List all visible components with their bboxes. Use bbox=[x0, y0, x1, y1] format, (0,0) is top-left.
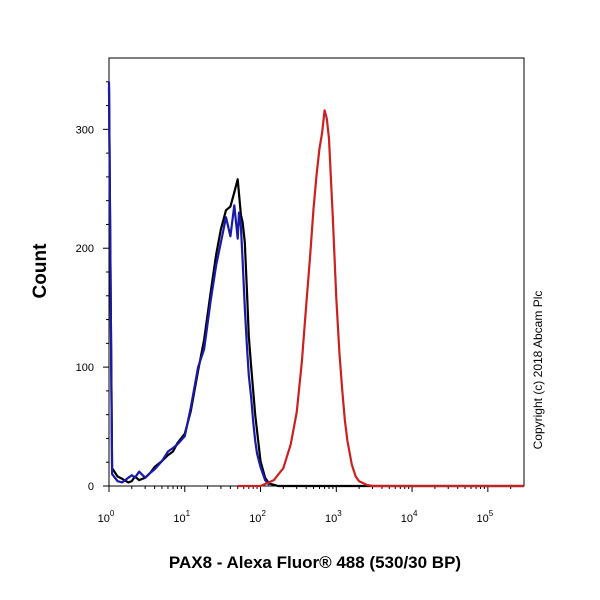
copyright-notice: Copyright (c) 2018 Abcam Plc bbox=[531, 291, 545, 450]
y-tick-label: 200 bbox=[76, 243, 94, 255]
plot-frame bbox=[108, 57, 525, 487]
x-tick-label: 100 bbox=[98, 509, 115, 525]
histogram-series-2 bbox=[107, 81, 271, 486]
x-axis-ticks: 100 101 102 103 104 105 bbox=[98, 486, 512, 525]
y-axis-ticks: 0 100 200 300 bbox=[76, 124, 109, 493]
histogram-series-3 bbox=[237, 109, 524, 488]
y-axis-title: Count bbox=[30, 243, 51, 299]
y-tick-label: 100 bbox=[76, 362, 94, 374]
series-layer bbox=[107, 81, 524, 488]
y-tick-label: 0 bbox=[88, 481, 94, 493]
y-tick-label: 300 bbox=[76, 124, 94, 136]
x-tick-label: 103 bbox=[325, 509, 342, 525]
x-tick-label: 102 bbox=[249, 509, 266, 525]
histogram-series-1 bbox=[107, 87, 524, 488]
x-axis-title: PAX8 - Alexa Fluor® 488 (530/30 BP) bbox=[169, 553, 461, 572]
x-tick-label: 105 bbox=[476, 509, 493, 525]
x-tick-label: 104 bbox=[401, 509, 418, 525]
x-tick-label: 101 bbox=[173, 509, 190, 525]
